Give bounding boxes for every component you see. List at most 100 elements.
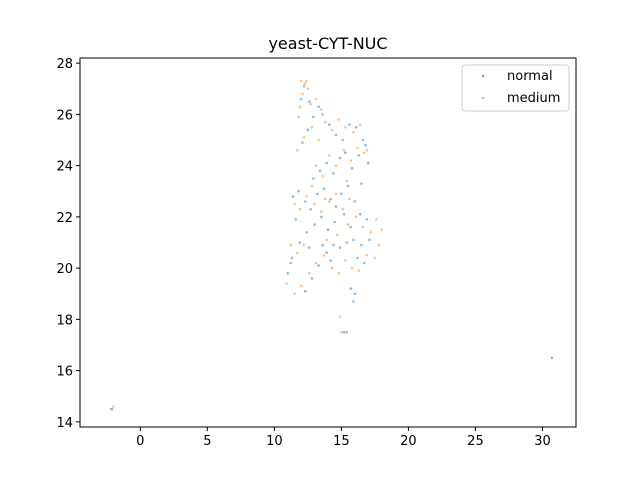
data-point-normal (360, 243, 363, 247)
data-point-medium (285, 282, 288, 285)
data-point-normal (309, 207, 312, 211)
data-point-medium (369, 231, 373, 234)
data-point-medium (330, 266, 334, 270)
data-point-normal (312, 177, 315, 180)
data-point-medium (297, 115, 300, 119)
data-point-normal (345, 330, 349, 334)
data-point-medium (346, 223, 350, 226)
chart-title: yeast-CYT-NUC (268, 34, 387, 53)
data-point-medium (358, 123, 362, 126)
data-point-normal (320, 215, 323, 219)
data-point-normal (328, 123, 331, 126)
plot-area (80, 58, 576, 427)
data-point-medium (295, 251, 299, 254)
data-point-normal (325, 251, 329, 254)
data-point-medium (361, 225, 365, 229)
data-point-normal (329, 197, 333, 201)
data-point-normal (341, 138, 345, 142)
data-point-normal (321, 113, 324, 116)
data-point-normal (340, 192, 343, 196)
data-point-normal (297, 189, 300, 193)
data-point-medium (322, 254, 326, 257)
data-point-normal (346, 184, 350, 188)
y-tick-label: 24 (56, 160, 73, 175)
x-tick-label: 20 (400, 434, 417, 449)
data-point-normal (294, 218, 298, 221)
data-point-medium (314, 261, 318, 265)
data-point-medium (349, 159, 353, 162)
data-point-normal (338, 246, 342, 249)
data-point-medium (320, 210, 323, 214)
data-point-medium (328, 154, 331, 157)
legend-marker-medium (481, 96, 485, 100)
legend-marker-normal (481, 74, 485, 78)
data-point-normal (332, 243, 335, 247)
data-point-normal (356, 256, 359, 260)
data-point-medium (314, 97, 318, 101)
data-point-normal (358, 213, 362, 216)
data-point-normal (316, 192, 319, 196)
y-tick-label: 18 (56, 313, 73, 328)
data-point-medium (362, 151, 366, 155)
data-point-medium (299, 79, 303, 83)
data-point-normal (334, 133, 338, 137)
legend-box (461, 64, 570, 112)
x-tick-label: 10 (266, 434, 283, 449)
data-point-medium (306, 87, 310, 91)
data-point-medium (380, 228, 383, 231)
data-point-medium (314, 164, 318, 167)
data-point-normal (289, 261, 292, 265)
data-point-medium (298, 105, 302, 108)
data-point-normal (342, 330, 346, 334)
data-point-medium (299, 284, 303, 288)
data-point-medium (305, 195, 308, 198)
data-point-normal (305, 231, 308, 234)
legend: normal medium (461, 64, 570, 112)
data-point-medium (334, 192, 338, 196)
data-point-medium (344, 259, 347, 262)
data-point-normal (368, 238, 371, 242)
data-point-medium (350, 266, 354, 270)
data-point-normal (303, 289, 307, 293)
data-point-medium (309, 102, 312, 106)
data-point-medium (377, 243, 381, 247)
data-point-normal (329, 259, 333, 262)
data-point-medium (342, 148, 346, 152)
data-point-normal (325, 161, 329, 165)
data-point-normal (307, 246, 311, 249)
data-point-medium (337, 118, 341, 121)
data-point-normal (350, 166, 354, 170)
data-point-normal (349, 225, 353, 229)
data-point-medium (337, 272, 341, 275)
data-point-medium (310, 125, 314, 129)
data-point-normal (334, 205, 338, 208)
data-point-normal (313, 223, 316, 226)
data-point-normal (354, 125, 358, 129)
data-point-medium (340, 330, 343, 334)
data-point-normal (310, 277, 314, 280)
data-point-normal (366, 161, 370, 165)
data-point-normal (303, 200, 307, 203)
data-point-medium (289, 243, 292, 247)
data-point-normal (345, 241, 349, 244)
y-tick-label: 28 (56, 57, 73, 72)
data-point-medium (307, 272, 311, 275)
data-point-normal (550, 356, 554, 360)
data-point-normal (307, 100, 311, 103)
data-point-medium (302, 136, 306, 139)
data-point-normal (317, 264, 320, 267)
data-point-medium (365, 148, 369, 152)
data-point-medium (341, 207, 345, 211)
data-point-medium (348, 197, 351, 201)
data-point-medium (344, 125, 347, 129)
data-point-medium (345, 179, 349, 183)
data-point-normal (365, 218, 369, 221)
data-point-medium (357, 269, 361, 273)
data-point-medium (352, 131, 355, 134)
data-point-normal (352, 300, 355, 303)
x-tick-label: 15 (333, 434, 350, 449)
plot-frame (79, 57, 577, 428)
data-point-normal (333, 220, 337, 224)
data-point-medium (336, 233, 339, 237)
